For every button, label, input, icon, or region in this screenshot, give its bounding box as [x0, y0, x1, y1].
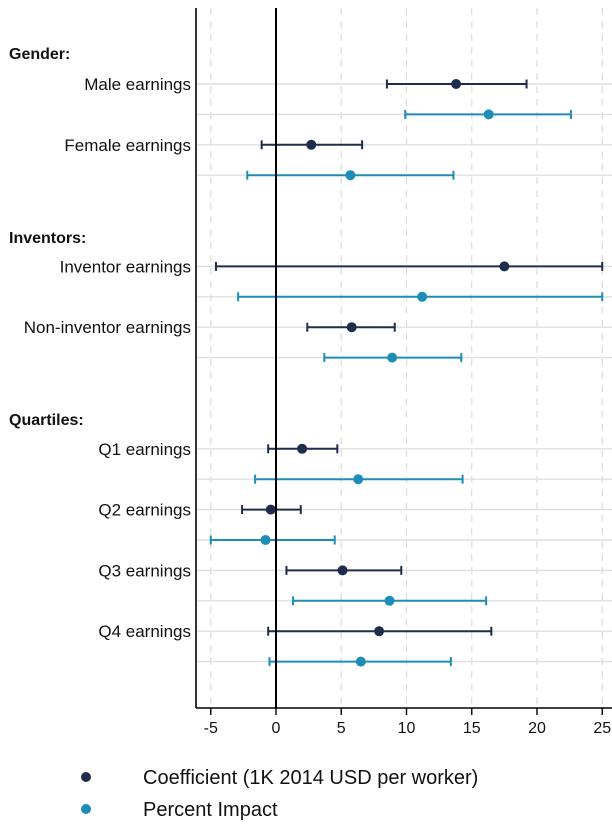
estimate-point: [451, 79, 462, 89]
row-label: Q2 earnings: [98, 501, 191, 520]
legend-marker: [81, 772, 91, 782]
estimate-point: [265, 504, 276, 515]
row-label: Q1 earnings: [98, 440, 191, 459]
estimate-point: [483, 109, 494, 120]
estimate-point: [346, 322, 357, 333]
group-header: Quartiles:: [9, 412, 84, 429]
legend-marker: [81, 804, 91, 814]
x-tick-label: 10: [398, 720, 416, 737]
estimate-point: [260, 535, 271, 545]
x-tick-label: 15: [463, 720, 481, 737]
estimate-point: [337, 565, 348, 576]
estimate-point: [499, 261, 510, 272]
row-label: Non-inventor earnings: [24, 318, 191, 337]
row-label: Inventor earnings: [60, 257, 191, 276]
legend: Coefficient (1K 2014 USD per worker) Perc…: [81, 767, 478, 821]
row-label: Male earnings: [84, 75, 191, 94]
group-header: Inventors:: [9, 230, 86, 247]
estimate-point: [297, 443, 308, 454]
estimate-point: [355, 656, 366, 667]
x-tick-label: 25: [593, 720, 611, 737]
estimate-point: [387, 352, 398, 363]
axis-layer: -5 0 5 10 15 20 25: [195, 8, 612, 737]
row-label: Female earnings: [64, 136, 191, 155]
legend-label: Coefficient (1K 2014 USD per worker): [143, 767, 478, 789]
group-header: Gender:: [9, 46, 70, 63]
estimate-point: [306, 139, 317, 150]
x-tick-label: 5: [337, 720, 346, 737]
estimate-point: [384, 595, 395, 606]
row-label: Q3 earnings: [98, 561, 191, 580]
legend-label: Percent Impact: [143, 799, 278, 821]
row-label: Q4 earnings: [98, 622, 191, 641]
estimate-point: [353, 474, 364, 485]
estimate-point: [417, 291, 428, 302]
x-tick-label: -5: [204, 720, 218, 737]
estimate-point: [345, 170, 356, 181]
x-tick-label: 0: [272, 720, 281, 737]
x-tick-label: 20: [528, 720, 546, 737]
row-layer: Gender: Male earnings Female earnings Inven…: [9, 46, 604, 667]
estimate-point: [374, 626, 385, 637]
